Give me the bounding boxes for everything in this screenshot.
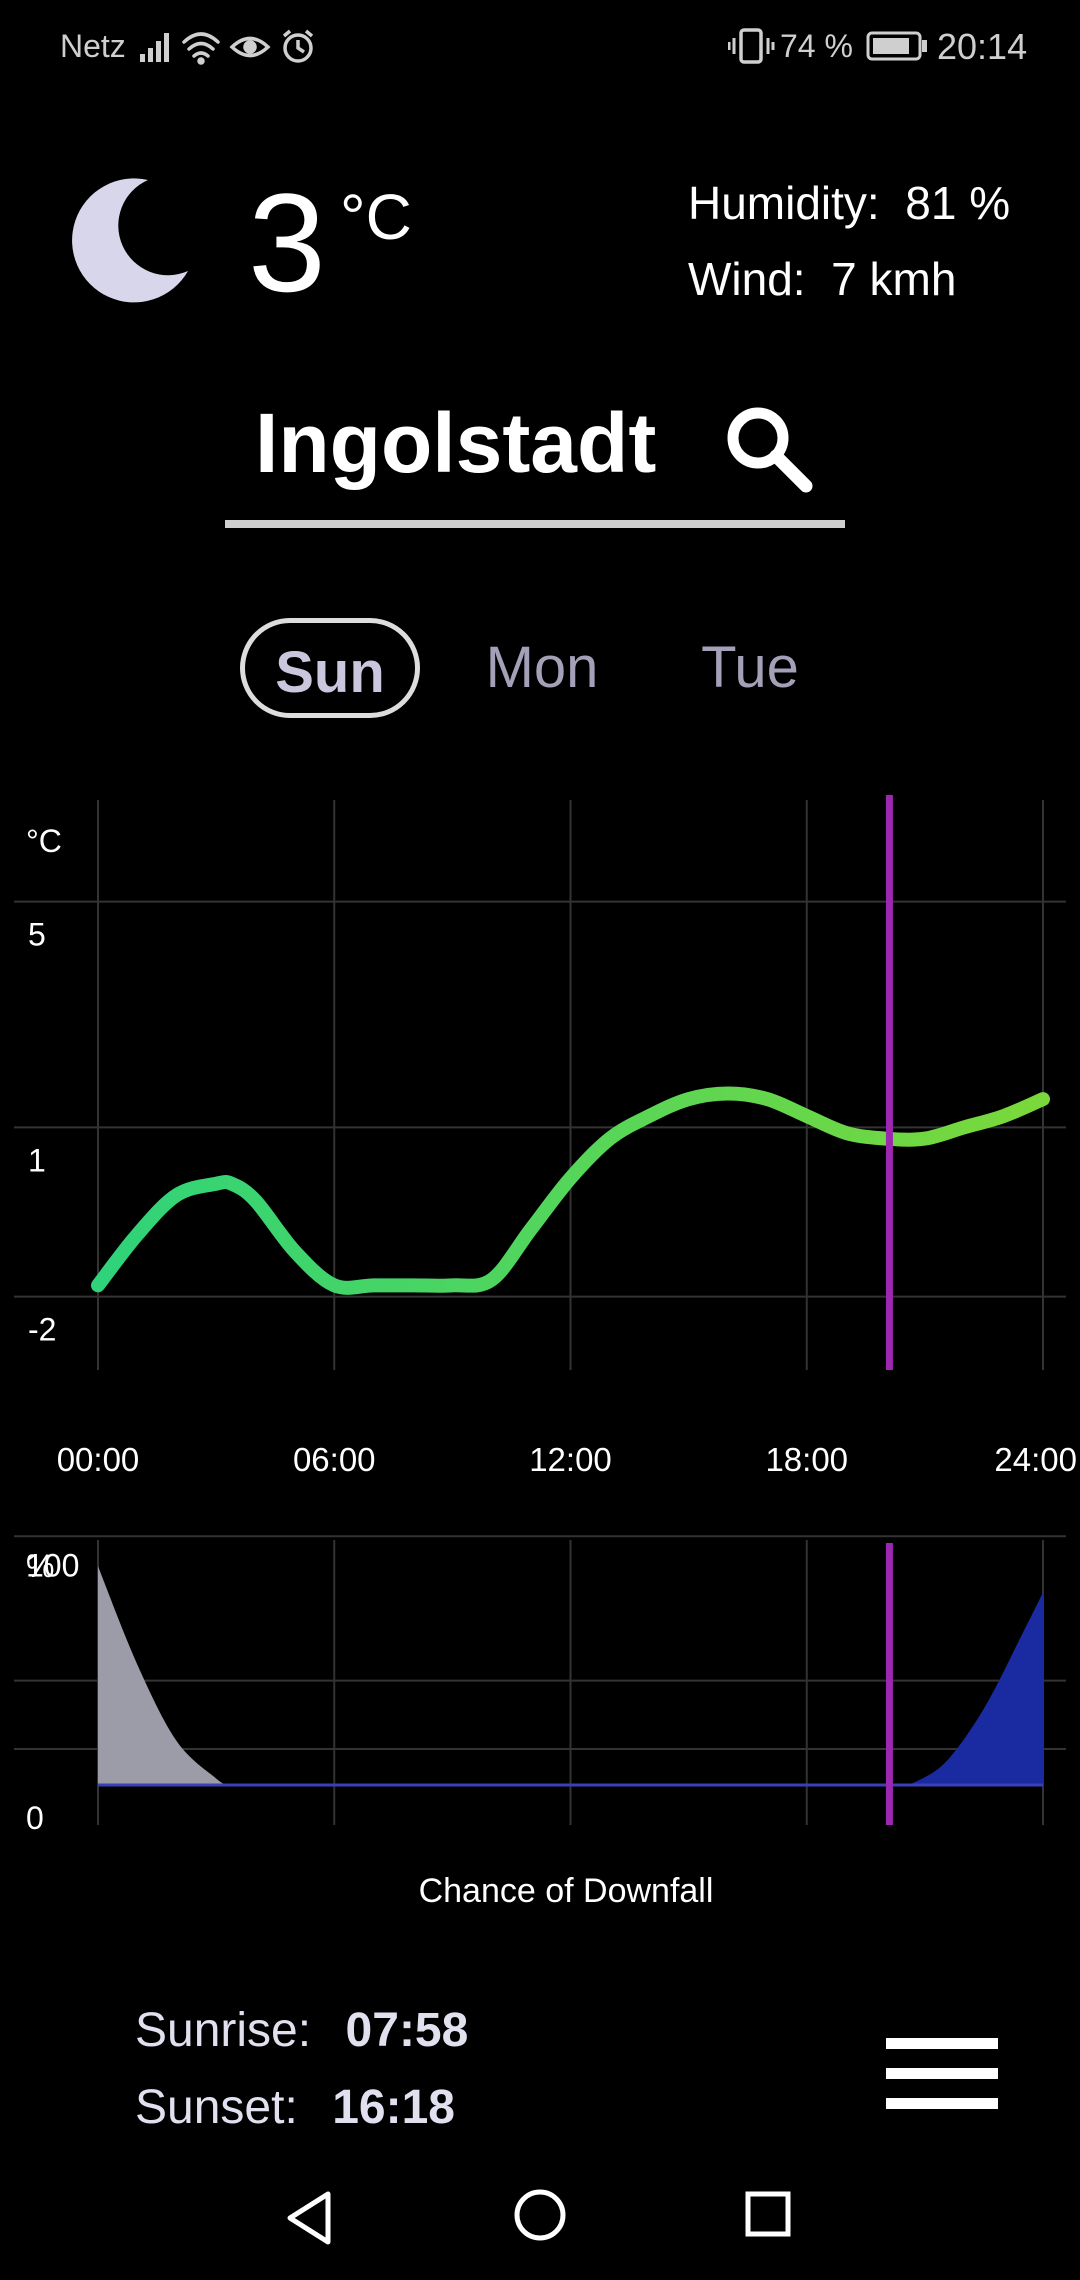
- eye-icon: [229, 36, 271, 58]
- sunset-time: 16:18: [332, 2081, 455, 2134]
- rain-y-tick-label: 0: [26, 1800, 44, 1836]
- carrier-label: Netz: [60, 28, 126, 64]
- sunrise-row: Sunrise: 07:58: [135, 2003, 468, 2058]
- navigation-bar: [287, 2189, 791, 2245]
- temp-y-tick-label: -2: [28, 1312, 56, 1348]
- humidity-value: 81 %: [905, 177, 1011, 229]
- rain-y-tick-label: 100: [26, 1547, 79, 1583]
- home-icon[interactable]: [514, 2189, 566, 2241]
- downfall-chart-title: Chance of Downfall: [419, 1872, 714, 1910]
- temperature-unit: °C: [340, 181, 412, 253]
- humidity-label: Humidity:: [688, 177, 880, 229]
- time-axis-tick-label: 24:00: [994, 1441, 1077, 1478]
- rain-y-axis-label: %: [26, 1548, 54, 1584]
- sunrise-time: 07:58: [345, 2004, 469, 2057]
- downfall-area-morning: [98, 1566, 228, 1785]
- signal-icon: [140, 33, 169, 62]
- hamburger-menu-icon[interactable]: [886, 2038, 998, 2128]
- tab-mon[interactable]: Mon: [485, 635, 599, 700]
- alarm-icon: [282, 29, 314, 63]
- battery-icon: [866, 31, 927, 61]
- city-name[interactable]: Ingolstadt: [255, 396, 657, 490]
- wifi-icon: [182, 32, 220, 65]
- status-icons-left: [140, 29, 314, 65]
- city-search-field[interactable]: Ingolstadt: [225, 385, 845, 528]
- sunset-row: Sunset: 16:18: [135, 2080, 455, 2135]
- tab-sun[interactable]: Sun: [240, 618, 420, 718]
- temperature-line: [91, 1086, 1050, 1295]
- humidity-row: Humidity: 81 %: [688, 176, 1010, 230]
- time-axis-tick-label: 12:00: [529, 1441, 612, 1478]
- wind-value: 7 kmh: [831, 253, 957, 305]
- sunrise-label: Sunrise:: [135, 2004, 312, 2057]
- status-time: 20:14: [937, 26, 1028, 67]
- tab-tue[interactable]: Tue: [701, 635, 799, 700]
- recents-icon[interactable]: [745, 2191, 791, 2237]
- battery-percent: 74 %: [780, 28, 853, 64]
- temp-y-tick-label: 5: [28, 917, 46, 953]
- search-icon[interactable]: [720, 400, 820, 500]
- temp-y-tick-label: 1: [28, 1142, 46, 1178]
- time-axis-tick-label: 00:00: [57, 1441, 140, 1478]
- moon-icon: [72, 178, 188, 303]
- wind-label: Wind:: [688, 253, 806, 305]
- downfall-chart: % 100 0 Chance of Downfall: [14, 1535, 1066, 1910]
- back-icon[interactable]: [287, 2191, 331, 2245]
- wind-row: Wind: 7 kmh: [688, 252, 956, 306]
- vibrate-icon: [728, 28, 775, 64]
- temperature-chart: °C 5 1 -2 00:00 06:00 12:00 18:00 24:00: [14, 795, 1077, 1478]
- downfall-area-evening: [909, 1592, 1043, 1785]
- status-bar: Netz 74 % 20:14: [0, 0, 1080, 90]
- time-axis-tick-label: 18:00: [765, 1441, 848, 1478]
- sunset-label: Sunset:: [135, 2081, 298, 2134]
- temp-y-axis-label: °C: [26, 823, 62, 859]
- time-axis-tick-label: 06:00: [293, 1441, 376, 1478]
- current-temperature: 3: [248, 164, 326, 321]
